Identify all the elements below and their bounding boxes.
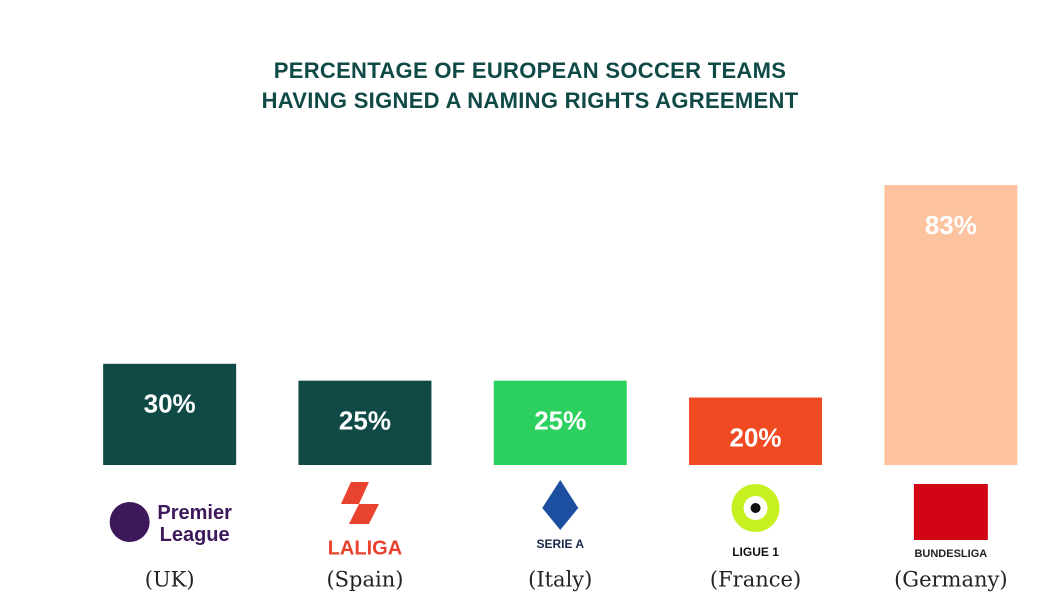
category-label: (France)	[710, 568, 801, 592]
chart-title: PERCENTAGE OF EUROPEAN SOCCER TEAMS HAVI…	[261, 58, 799, 113]
category-label: (Spain)	[326, 568, 403, 592]
logo-text: Premier League	[157, 502, 232, 546]
logo-icon	[913, 484, 988, 540]
category-label: (UK)	[145, 568, 195, 592]
value-label: 25%	[534, 406, 586, 436]
logo-text: LALIGA	[328, 537, 402, 559]
bar	[689, 397, 823, 465]
bar	[884, 185, 1018, 465]
value-label: 20%	[730, 422, 782, 452]
logo-icon	[750, 503, 761, 513]
logo-text: SERIE A	[536, 537, 584, 551]
logo-icon	[109, 502, 150, 542]
category-label: (Germany)	[894, 568, 1007, 592]
bar	[493, 380, 627, 465]
bar	[298, 380, 432, 465]
category-label: (Italy)	[528, 568, 592, 592]
bar	[103, 363, 237, 465]
logo-icon	[340, 482, 379, 524]
logo-text: BUNDESLIGA	[914, 548, 987, 560]
value-label: 83%	[925, 210, 977, 240]
logo-text: LIGUE 1	[732, 545, 779, 559]
logo-icon	[542, 480, 579, 530]
value-label: 30%	[144, 389, 196, 419]
value-label: 25%	[339, 406, 391, 436]
